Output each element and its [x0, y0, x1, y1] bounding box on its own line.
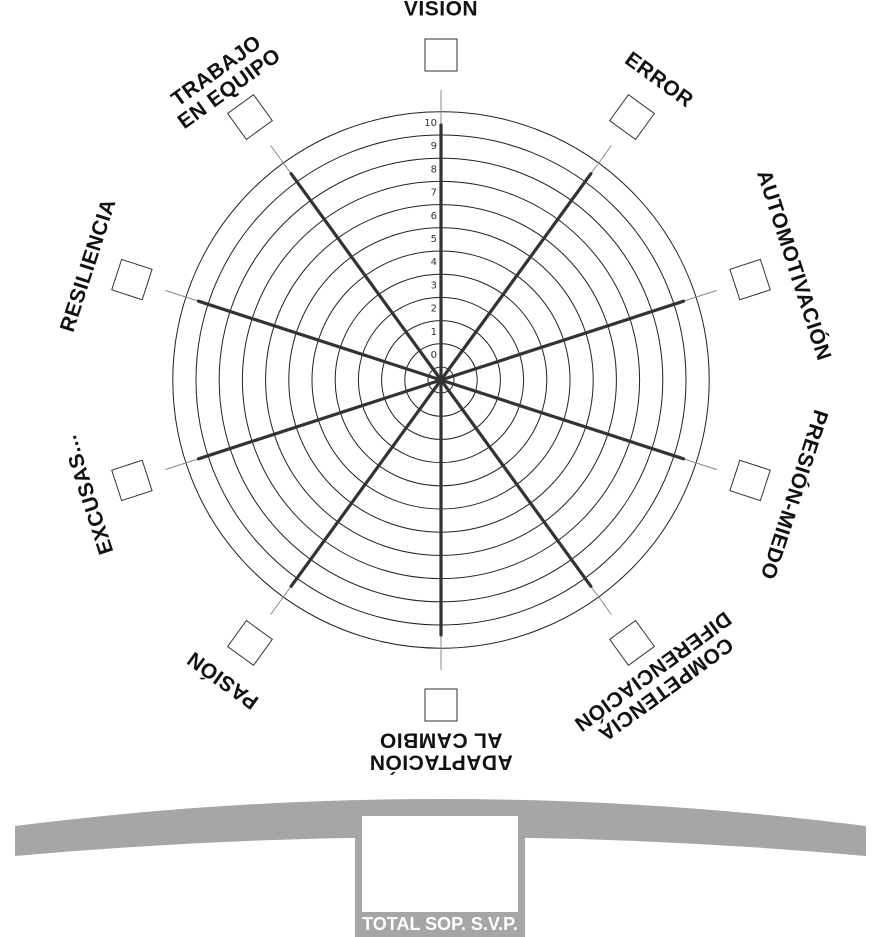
axis-label-presion-miedo: PRESIÓN-MIEDO: [756, 407, 833, 583]
tick-label: 1: [431, 327, 437, 338]
score-box-adaptacion[interactable]: [424, 688, 458, 722]
axis-label-line: ADAPTACIÓN: [369, 750, 512, 774]
tick-label: 4: [431, 257, 437, 268]
axis-label-vision: VISIÓN: [404, 0, 478, 21]
spoke-presion-miedo: [439, 378, 686, 461]
axis-label-line: AUTOMOTIVACIÓN: [752, 167, 836, 363]
tick-label: 2: [431, 304, 437, 315]
spoke-automotivacion: [439, 299, 686, 382]
score-box-presion-miedo[interactable]: [729, 459, 771, 502]
score-box-trabajo-en-equipo[interactable]: [226, 94, 274, 141]
score-boxes: [111, 38, 771, 722]
scale-ticks: 0 1 2 3 4 5 6 7 8 9 10: [424, 118, 437, 361]
axis-label-resiliencia: RESILIENCIA: [56, 196, 121, 335]
total-label: TOTAL SOP. S.V.P.: [362, 914, 518, 934]
tick-label: 7: [431, 188, 437, 199]
tick-label: 6: [431, 211, 437, 222]
score-box-pasion[interactable]: [226, 619, 274, 666]
spoke-competencia: [439, 378, 593, 588]
spokes: [165, 90, 717, 670]
spoke-trabajo-en-equipo: [289, 172, 443, 382]
axis-label-automotivacion: AUTOMOTIVACIÓN: [752, 167, 836, 363]
tick-label: 10: [424, 118, 437, 129]
score-box-competencia[interactable]: [608, 619, 656, 666]
score-box-resiliencia[interactable]: [111, 258, 153, 301]
tick-label: 0: [431, 350, 437, 361]
spoke-error: [439, 172, 593, 382]
tick-label: 9: [431, 141, 437, 152]
axis-label-line: PRESIÓN-MIEDO: [756, 407, 833, 583]
axis-label-line: DIFERENCIACIÓN: [570, 607, 736, 737]
spoke-excusas: [196, 378, 443, 461]
score-box-vision[interactable]: [424, 38, 458, 72]
axis-label-excusas: EXCUSAS...: [58, 432, 118, 557]
score-box-excusas[interactable]: [111, 459, 153, 502]
axis-label-line: EXCUSAS...: [58, 432, 118, 557]
spoke-resiliencia: [196, 299, 443, 382]
score-box-error[interactable]: [608, 94, 656, 141]
tick-label: 5: [431, 234, 437, 245]
tick-label: 3: [431, 280, 437, 291]
score-box-automotivacion[interactable]: [729, 258, 771, 301]
axis-label-line: AL CAMBIO: [379, 728, 502, 751]
axis-label-line: VISIÓN: [404, 0, 478, 21]
total-score-box[interactable]: [362, 816, 518, 912]
axis-label-line: RESILIENCIA: [56, 196, 121, 335]
tick-label: 8: [431, 164, 437, 175]
spoke-pasion: [289, 378, 443, 588]
